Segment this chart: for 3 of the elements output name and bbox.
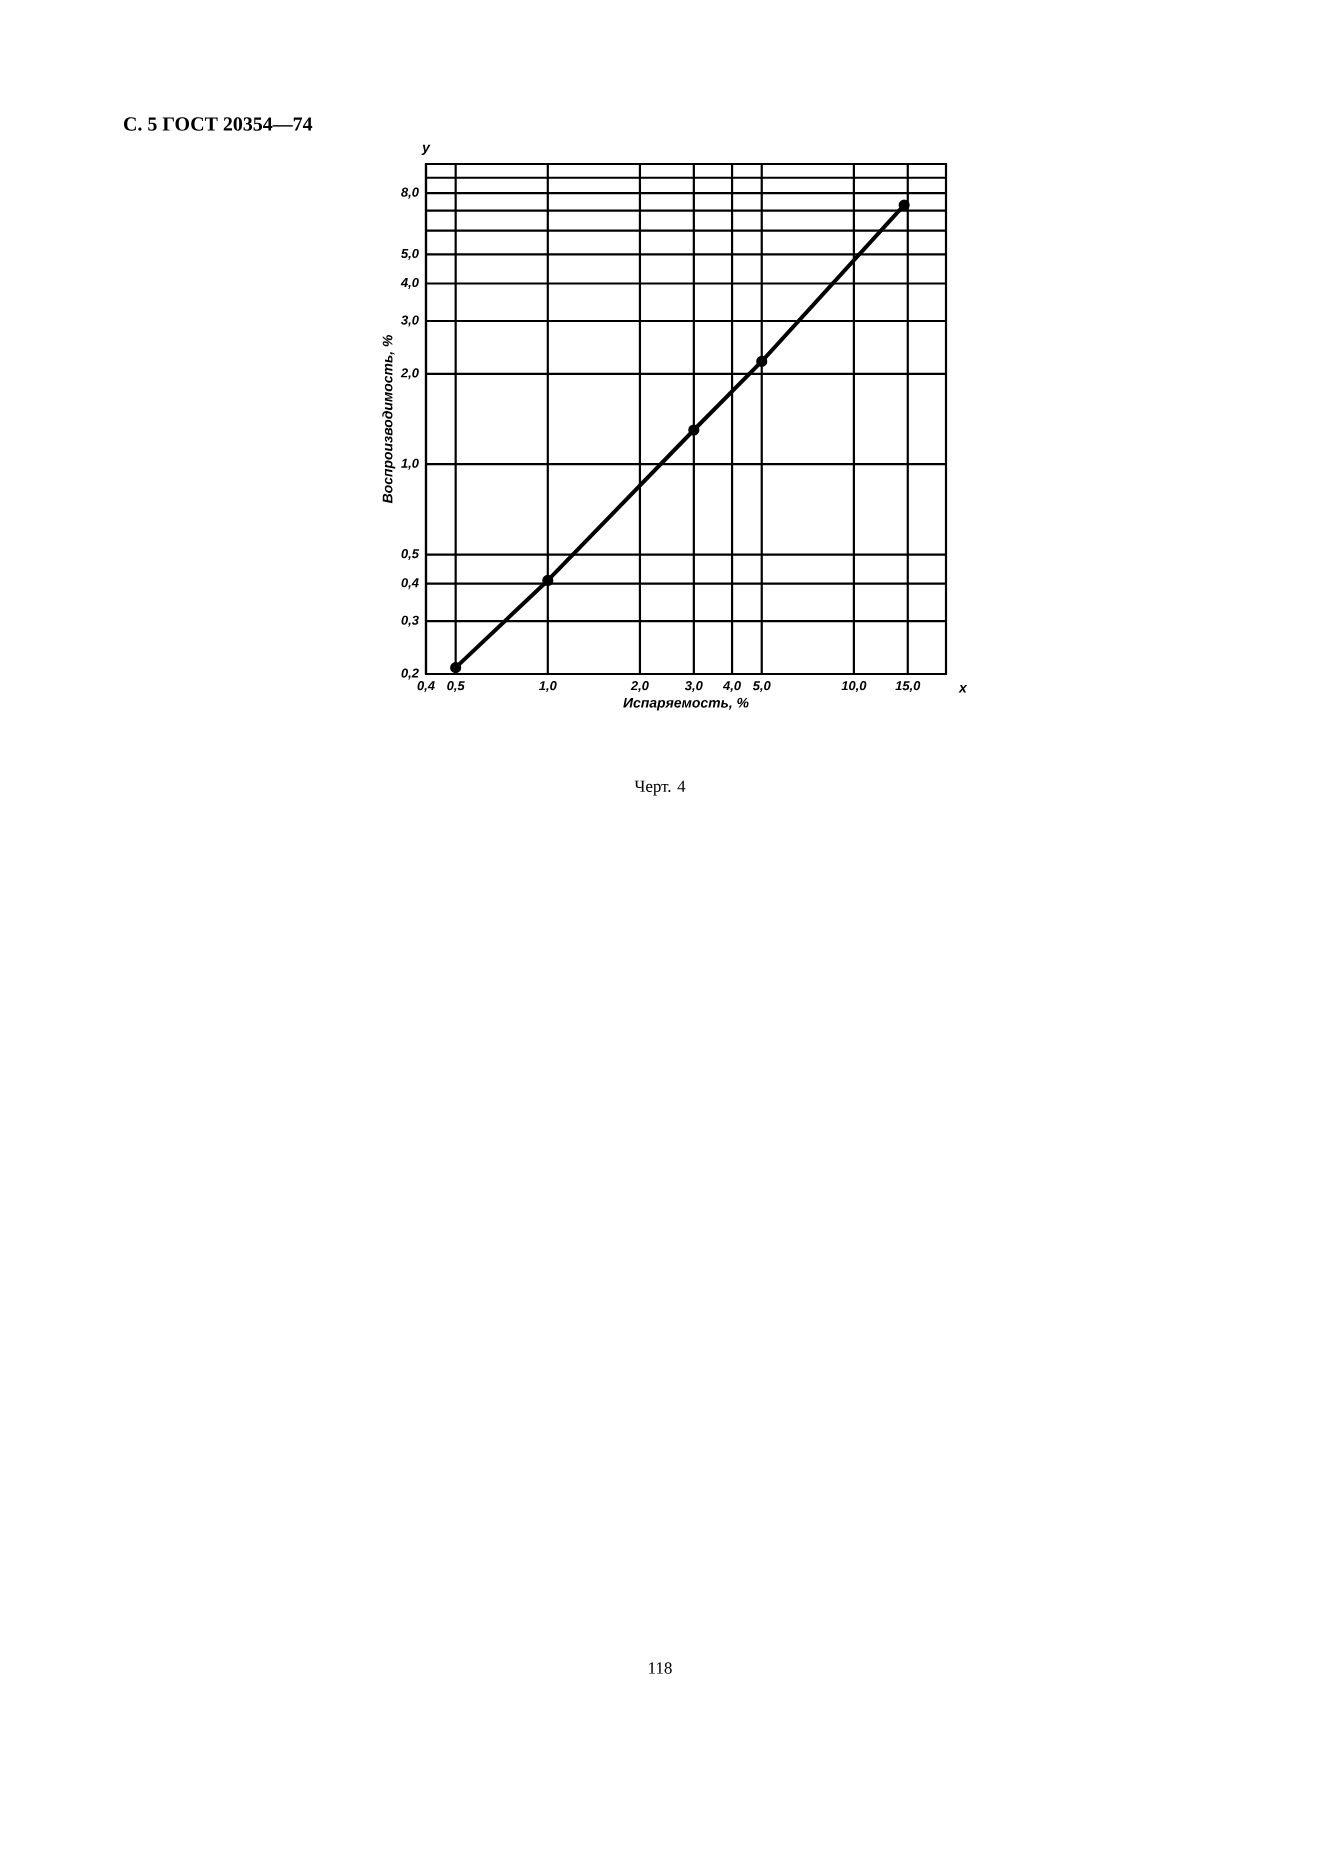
text: 118 — [649, 1662, 672, 1674]
text: С. 5 ГОСТ 20354—74 — [124, 117, 313, 131]
text: Черт. 4 — [634, 780, 686, 796]
